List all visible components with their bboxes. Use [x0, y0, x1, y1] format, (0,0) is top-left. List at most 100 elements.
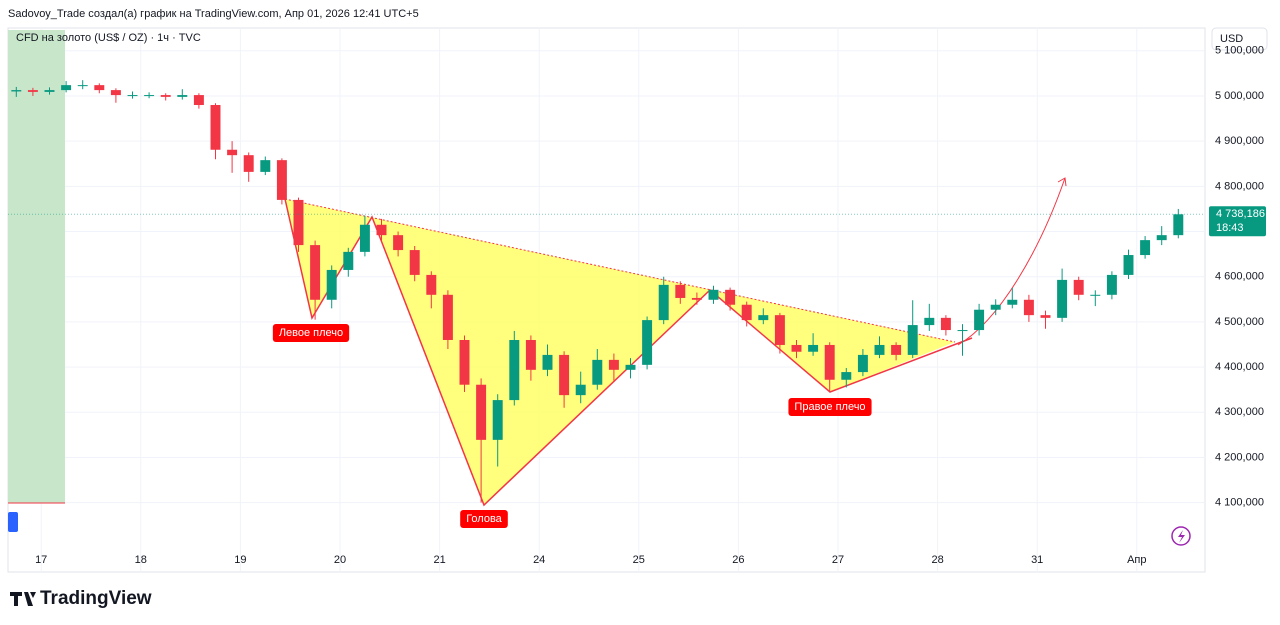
candle-body: [1073, 279, 1084, 295]
countdown: 18:43: [1216, 222, 1244, 234]
candle-body: [1007, 299, 1018, 305]
annotation: Правое плечо: [794, 401, 865, 413]
candle-body: [144, 95, 155, 97]
y-tick-label: 4 500,000: [1215, 316, 1264, 328]
candle-body: [974, 309, 985, 331]
y-tick-label: 4 100,000: [1215, 497, 1264, 509]
y-tick-label: 4 900,000: [1215, 135, 1264, 147]
candle-body: [160, 95, 171, 97]
y-tick-label: 4 300,000: [1215, 406, 1264, 418]
candle-body: [1106, 274, 1117, 295]
candle-body: [642, 320, 653, 365]
icon[interactable]: [1171, 526, 1191, 546]
candle-body: [11, 90, 22, 92]
candle-body: [393, 235, 404, 251]
x-tick-label: 24: [533, 554, 545, 566]
candle-body: [808, 344, 819, 352]
candle-body: [193, 95, 204, 106]
header: Sadovoy_Trade создал(а) график на Tradin…: [8, 8, 419, 20]
arrow-head: [1057, 177, 1067, 187]
candle-body: [592, 359, 603, 385]
annotation-box: [788, 398, 872, 416]
candle-body: [110, 90, 121, 96]
candle-body: [907, 325, 918, 355]
x-tick-label: Апр: [1127, 554, 1146, 566]
candle-body: [841, 372, 852, 380]
y-tick-label: 4 400,000: [1215, 361, 1264, 373]
candle-body: [326, 269, 337, 300]
pattern-line: [284, 198, 973, 507]
candle-body: [409, 250, 420, 275]
candle-body: [957, 330, 968, 332]
x-tick-label: 26: [732, 554, 744, 566]
candle-body: [210, 105, 221, 150]
range-box: [8, 30, 65, 503]
candle-body: [1173, 214, 1184, 236]
candle-body: [1090, 294, 1101, 296]
last-price: 4 738,186: [1216, 208, 1265, 220]
candle-body: [127, 95, 138, 97]
candle-body: [293, 199, 304, 246]
annotation: Левое плечо: [279, 327, 343, 339]
candle-body: [575, 384, 586, 396]
y-tick-label: 5 000,000: [1215, 90, 1264, 102]
candle-body: [343, 251, 354, 270]
x-tick-label: 20: [334, 554, 346, 566]
candle-body: [459, 339, 470, 385]
candle-body: [94, 85, 105, 91]
x-tick-label: 21: [433, 554, 445, 566]
candle-body: [276, 160, 287, 200]
x-tick-label: 27: [832, 554, 844, 566]
arrow: [957, 177, 1066, 346]
pattern-fill: [285, 199, 955, 505]
candle-body: [243, 155, 254, 172]
candle-body: [791, 344, 802, 352]
candle-body: [774, 315, 785, 345]
y-tick-label: 4 600,000: [1215, 271, 1264, 283]
x-tick-label: 19: [234, 554, 246, 566]
candle-body: [509, 339, 520, 401]
candle-body: [608, 359, 619, 370]
candle-body: [891, 344, 902, 355]
marker: [8, 512, 18, 532]
candle-body: [177, 95, 188, 97]
candle-body: [1140, 240, 1151, 256]
candle-body: [741, 304, 752, 321]
currency-box[interactable]: [1211, 27, 1268, 51]
footer-logo: TradingView: [40, 588, 152, 609]
candle-body: [442, 294, 453, 340]
candle-body: [708, 289, 719, 300]
candle-body: [990, 304, 1001, 310]
candle-body: [824, 344, 835, 380]
candle-body: [559, 354, 570, 396]
candle-body: [691, 297, 702, 300]
x-tick-label: 28: [931, 554, 943, 566]
annotation-box: [272, 324, 350, 342]
logo-mark: [10, 592, 36, 606]
candle-body: [725, 289, 736, 305]
candle-body: [1057, 279, 1068, 318]
candle-body: [924, 317, 935, 326]
candle-body: [44, 90, 55, 92]
candle-body: [874, 344, 885, 355]
candle-body: [675, 284, 686, 298]
candle-body: [260, 160, 271, 172]
x-tick-label: 31: [1031, 554, 1043, 566]
chart-title: CFD на золото (US$ / OZ) · 1ч · TVC: [16, 32, 201, 44]
candle-body: [492, 400, 503, 440]
candle-body: [359, 224, 370, 252]
candle-body: [1123, 255, 1134, 275]
y-tick-label: 4 800,000: [1215, 180, 1264, 192]
candle-body: [227, 149, 238, 156]
candle-body: [857, 354, 868, 373]
x-tick-label: 18: [135, 554, 147, 566]
candle-body: [27, 90, 38, 92]
annotation: Голова: [466, 513, 502, 525]
candle-body: [426, 274, 437, 295]
y-tick-label: 5 100,000: [1215, 45, 1264, 57]
candle-body: [1023, 299, 1034, 316]
candle-body: [525, 339, 536, 370]
candle-body: [476, 384, 487, 440]
